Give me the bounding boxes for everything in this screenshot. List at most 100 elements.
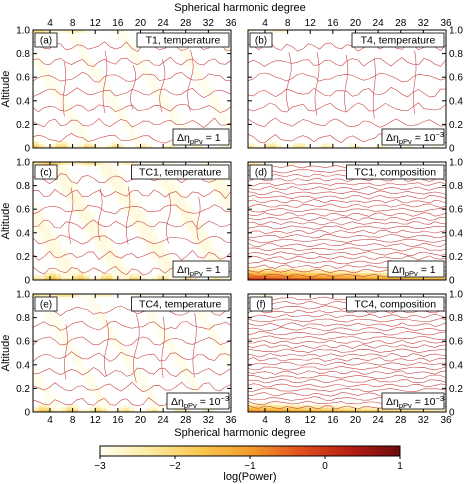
heatmap-cell [78,360,85,363]
contour-line [64,324,68,380]
heatmap-cell [117,180,124,184]
heatmap-cell [83,376,90,380]
heatmap-cell [304,272,311,276]
heatmap-cell [140,225,147,229]
heatmap-cell [100,89,107,92]
heatmap-cell [197,249,204,253]
heatmap-cell [168,183,175,186]
heatmap-cell [191,72,198,76]
heatmap-cell [100,322,107,326]
colorbar-ticks: −3 −2 −1 0 1 [94,456,403,472]
heatmap-cell [66,343,73,347]
heatmap-cell [72,265,79,269]
heatmap-cell [151,251,158,255]
heatmap-cell [55,409,62,413]
heatmap-cell [61,190,68,194]
heatmap-cell [389,277,396,281]
heatmap-cell [191,74,198,78]
heatmap-cell [157,93,164,97]
heatmap-cell [38,404,45,408]
heatmap-cell [123,39,130,43]
heatmap-cell [185,53,192,57]
contour-line [103,320,109,377]
y-tick-label: 0.2 [449,384,463,395]
heatmap-cell [321,277,328,281]
heatmap-cell [202,312,209,316]
heatmap-cell [78,206,85,210]
heatmap-cell [134,225,141,229]
heatmap-cell [72,46,79,50]
heatmap-cell [66,268,73,271]
heatmap-cell [55,324,62,328]
heatmap-cell [225,126,232,130]
heatmap-cell [112,143,119,147]
heatmap-cell [197,81,204,85]
heatmap-cell [225,202,232,205]
heatmap-cell [349,275,356,279]
heatmap-cell [327,277,334,281]
heatmap-cell [140,63,147,66]
heatmap-cell [55,336,62,340]
heatmap-cell [202,235,209,238]
heatmap-cell [140,239,147,243]
heatmap-cell [112,103,119,106]
heatmap-cell [225,277,232,281]
heatmap-cell [202,232,209,236]
heatmap-cell [61,261,68,264]
heatmap-cell [95,81,102,85]
heatmap-cell [61,187,68,191]
heatmap-cell [248,409,255,413]
heatmap-cell [168,350,175,354]
heatmap-cell [197,162,204,165]
heatmap-cell [89,305,96,309]
heatmap-cell [157,272,164,276]
heatmap-cell [129,364,136,368]
heatmap-cell [157,404,164,408]
heatmap-cell [44,72,51,76]
eta-frame [172,260,230,278]
heatmap-cell [168,256,175,260]
heatmap-cell [134,381,141,385]
heatmap-cell [406,409,413,413]
heatmap-cell [168,117,175,121]
heatmap-cell [361,270,368,274]
heatmap-cell [89,216,96,220]
heatmap-cell [89,301,96,304]
heatmap-cell [123,185,130,189]
heatmap-cell [89,72,96,76]
heatmap-cell [106,251,113,255]
heatmap-cell [83,371,90,375]
heatmap-cell [378,270,385,274]
heatmap-cell [208,100,215,104]
heatmap-cell [321,145,328,149]
heatmap-cell [33,374,40,377]
heatmap-cell [44,228,51,231]
heatmap-cell [106,404,113,408]
heatmap-cell [55,89,62,92]
heatmap-cell [163,254,170,257]
heatmap-cell [197,310,204,314]
heatmap-cell [298,143,305,147]
heatmap-cell [168,187,175,191]
heatmap-cell [157,409,164,413]
heatmap-cell [129,126,136,130]
heatmap-cell [129,44,136,47]
x-tick-label: 36 [225,415,237,426]
heatmap-cell [33,367,40,370]
heatmap-cell [66,110,73,113]
heatmap-cell [49,315,57,318]
heatmap-cell [214,110,221,113]
heatmap-cell [134,367,141,370]
heatmap-cell [349,404,356,408]
heatmap-cell [106,331,113,335]
contour-line [247,326,447,332]
heatmap-cell [202,93,209,97]
heatmap-cell [400,409,407,413]
heatmap-cell [123,353,130,356]
heatmap-cell [33,51,40,54]
heatmap-cell [123,44,130,47]
heatmap-cell [378,275,385,279]
heatmap-cell [174,277,181,281]
top-x-axis-title: Spherical harmonic degree [174,2,305,14]
